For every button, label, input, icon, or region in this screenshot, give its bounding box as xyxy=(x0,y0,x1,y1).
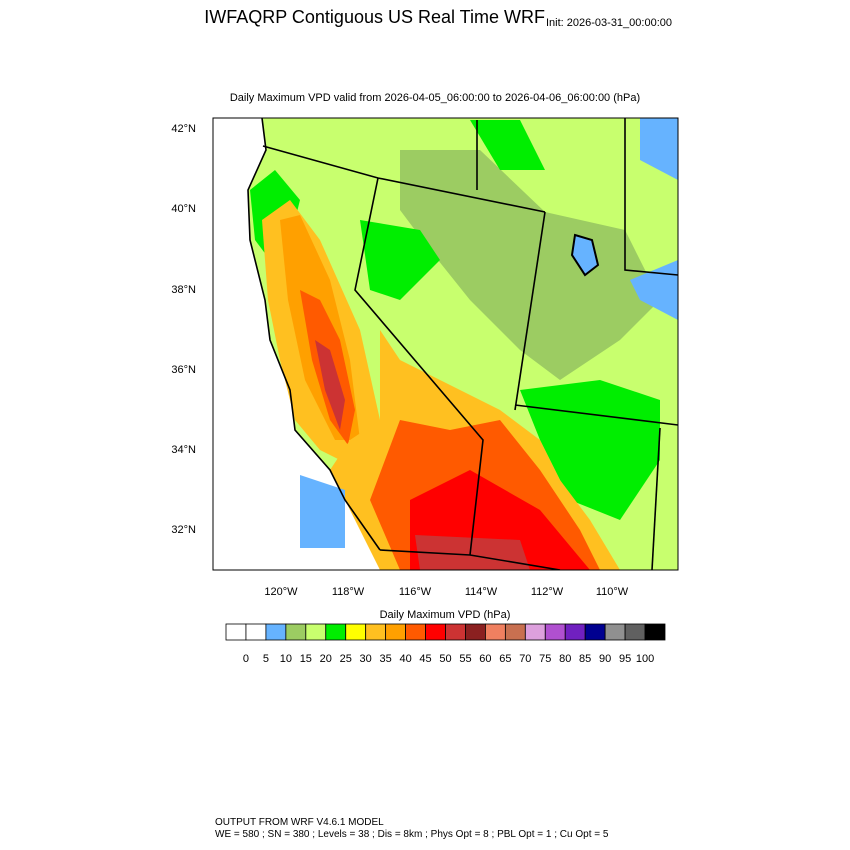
colorbar-label: 75 xyxy=(539,653,551,665)
colorbar-label: 90 xyxy=(599,653,611,665)
colorbar: 0 5 10 15 20 25 30 35 40 45 50 55 60 65 70 75 80 85 90 95 10… xyxy=(225,623,666,665)
lon-label: 110°W xyxy=(596,586,629,598)
colorbar-box xyxy=(245,623,267,641)
lat-label: 40°N xyxy=(171,203,196,215)
lon-label: 120°W xyxy=(264,586,298,598)
colorbar-label: 45 xyxy=(419,653,431,665)
colorbar-label: 50 xyxy=(439,653,451,665)
lon-label: 118°W xyxy=(332,586,365,598)
lat-label: 34°N xyxy=(171,444,196,456)
colorbar-box xyxy=(504,623,526,641)
colorbar-label: 55 xyxy=(459,653,471,665)
colorbar-box xyxy=(285,623,307,641)
field-olive xyxy=(400,150,660,380)
colorbar-label: 85 xyxy=(579,653,591,665)
colorbar-box xyxy=(225,623,247,641)
field-blue xyxy=(640,118,678,180)
colorbar-label: 65 xyxy=(499,653,511,665)
subtitle: Daily Maximum VPD valid from 2026-04-05_… xyxy=(230,92,640,104)
colorbar-box xyxy=(265,623,287,641)
field-green xyxy=(520,380,660,520)
colorbar-box xyxy=(405,623,426,641)
colorbar-box xyxy=(305,623,327,641)
colorbar-label: 70 xyxy=(519,653,531,665)
field-green xyxy=(360,220,440,300)
field-darkred xyxy=(415,535,530,570)
colorbar-box xyxy=(325,623,347,641)
colorbar-box xyxy=(544,623,566,641)
lat-label: 42°N xyxy=(171,123,196,135)
colorbar-label: 25 xyxy=(340,653,352,665)
title: IWFAQRP Contiguous US Real Time WRF xyxy=(204,7,545,27)
colorbar-box xyxy=(345,623,367,641)
colorbar-label: 30 xyxy=(360,653,372,665)
colorbar-box xyxy=(604,623,626,641)
colorbar-label: 40 xyxy=(399,653,411,665)
init-time: Init: 2026-03-31_00:00:00 xyxy=(546,17,672,29)
map-frame xyxy=(212,117,679,571)
lat-label: 32°N xyxy=(171,524,196,536)
colorbar-label: 80 xyxy=(559,653,571,665)
colorbar-label: 95 xyxy=(619,653,631,665)
colorbar-box xyxy=(564,623,586,641)
colorbar-box xyxy=(584,623,606,641)
colorbar-box xyxy=(485,623,506,641)
field-darkred xyxy=(315,340,345,430)
lon-label: 114°W xyxy=(465,586,498,598)
colorbar-label: 60 xyxy=(479,653,491,665)
colorbar-box xyxy=(445,623,466,641)
colorbar-box xyxy=(644,623,666,641)
lon-label: 112°W xyxy=(531,586,564,598)
colorbar-box xyxy=(465,623,486,641)
colorbar-label: 100 xyxy=(636,653,654,665)
lat-label: 36°N xyxy=(171,364,196,376)
colorbar-label: 10 xyxy=(280,653,292,665)
field-blue xyxy=(300,475,345,548)
colorbar-box xyxy=(385,623,406,641)
lat-labels: 42°N 40°N 38°N 36°N 34°N 32°N xyxy=(171,123,196,536)
field-green xyxy=(470,120,545,170)
colorbar-label: 35 xyxy=(380,653,392,665)
lon-labels: 120°W 118°W 116°W 114°W 112°W 110°W xyxy=(264,586,628,598)
map xyxy=(213,118,678,570)
colorbar-label: 15 xyxy=(300,653,312,665)
colorbar-box xyxy=(425,623,446,641)
footer-line: WE = 580 ; SN = 380 ; Levels = 38 ; Dis … xyxy=(215,829,609,840)
borders xyxy=(247,118,678,570)
colorbar-label: 0 xyxy=(243,653,249,665)
colorbar-box xyxy=(524,623,546,641)
colorbar-label: 20 xyxy=(320,653,332,665)
colorbar-title: Daily Maximum VPD (hPa) xyxy=(380,609,511,621)
field-blue xyxy=(630,260,678,320)
lat-label: 38°N xyxy=(171,284,196,296)
salt-lake xyxy=(570,233,600,277)
lon-label: 116°W xyxy=(399,586,432,598)
footer-line: OUTPUT FROM WRF V4.6.1 MODEL xyxy=(215,817,384,828)
colorbar-label: 5 xyxy=(263,653,269,665)
colorbar-box xyxy=(624,623,646,641)
colorbar-box xyxy=(365,623,387,641)
